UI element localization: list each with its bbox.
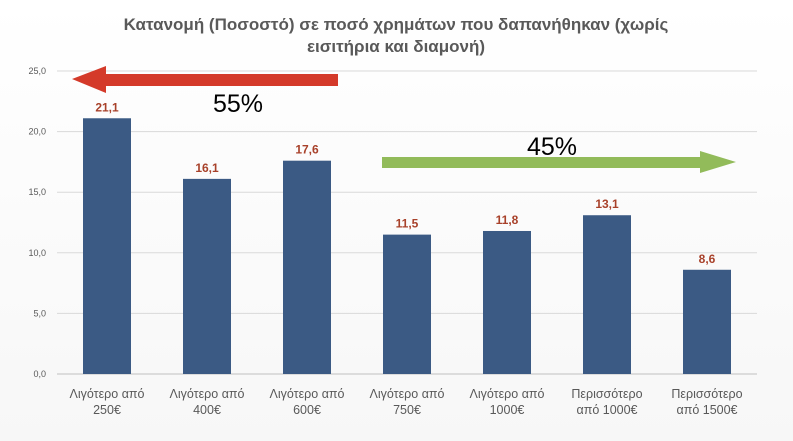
data-labels: 21,1 16,1 17,6 11,5 11,8 13,1 8,6 — [95, 100, 715, 266]
category-label: από 1500€ — [676, 403, 737, 417]
arrow-left-icon — [72, 66, 338, 93]
chart-title: Κατανομή (Ποσοστό) σε ποσό χρημάτων που … — [124, 15, 669, 56]
data-label: 8,6 — [699, 252, 716, 266]
annotations: 55% 45% — [72, 66, 736, 173]
bar — [483, 230, 531, 374]
chart-title-line: εισιτήρια και διαμονή) — [307, 37, 485, 56]
bar — [583, 215, 631, 374]
y-tick-label: 25,0 — [28, 66, 46, 76]
category-label: Περισσότερο — [671, 387, 742, 401]
category-label: 600€ — [293, 403, 321, 417]
bar — [683, 269, 731, 374]
bar — [383, 234, 431, 374]
data-label: 16,1 — [195, 161, 219, 175]
annotation-label: 45% — [527, 133, 577, 161]
category-label: 400€ — [193, 403, 221, 417]
category-label: Λιγότερο από — [370, 387, 445, 401]
data-label: 13,1 — [595, 197, 619, 211]
x-axis-category-labels: Λιγότερο από 250€ Λιγότερο από 400€ Λιγότερο… — [70, 387, 743, 417]
data-label: 11,5 — [396, 217, 419, 231]
category-label: Περισσότερο — [571, 387, 642, 401]
bar — [283, 160, 331, 374]
data-label: 11,8 — [496, 213, 519, 227]
bars — [83, 118, 731, 374]
arrow-right-icon — [382, 151, 736, 173]
category-label: από 1000€ — [576, 403, 637, 417]
y-tick-label: 10,0 — [28, 248, 46, 258]
data-label: 17,6 — [295, 143, 319, 157]
category-label: Λιγότερο από — [470, 387, 545, 401]
annotation-label: 55% — [213, 90, 263, 118]
category-label: 250€ — [93, 403, 121, 417]
category-label: 750€ — [393, 403, 421, 417]
category-label: Λιγότερο από — [270, 387, 345, 401]
y-tick-label: 15,0 — [28, 187, 46, 197]
bar — [183, 178, 231, 374]
bar — [83, 118, 131, 374]
y-tick-label: 20,0 — [28, 127, 46, 137]
chart-title-line: Κατανομή (Ποσοστό) σε ποσό χρημάτων που … — [124, 15, 669, 34]
category-label: Λιγότερο από — [170, 387, 245, 401]
data-label: 21,1 — [95, 100, 119, 114]
y-axis-tick-labels: 0,0 5,0 10,0 15,0 20,0 25,0 — [28, 66, 46, 379]
y-tick-label: 5,0 — [33, 308, 46, 318]
y-tick-label: 0,0 — [33, 369, 46, 379]
category-label: 1000€ — [490, 403, 525, 417]
category-label: Λιγότερο από — [70, 387, 145, 401]
